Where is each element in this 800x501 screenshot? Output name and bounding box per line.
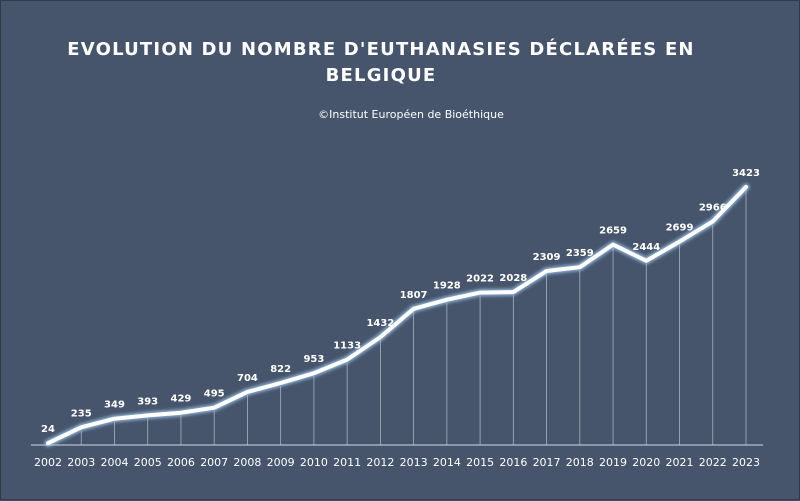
- data-label-2020: 2444: [632, 242, 660, 253]
- data-label-2009: 822: [270, 364, 291, 375]
- data-point-2009: [279, 381, 283, 385]
- data-label-2002: 24: [41, 424, 55, 435]
- data-label-2003: 235: [71, 408, 92, 419]
- data-label-2017: 2309: [533, 252, 561, 263]
- data-point-2016: [511, 290, 515, 294]
- data-label-2011: 1133: [333, 341, 361, 352]
- x-tick-2022: 2022: [699, 456, 727, 469]
- x-tick-2003: 2003: [67, 456, 95, 469]
- x-tick-2012: 2012: [366, 456, 394, 469]
- x-tick-2016: 2016: [499, 456, 527, 469]
- data-point-2015: [478, 291, 482, 295]
- data-label-2016: 2028: [499, 273, 527, 284]
- x-tick-2019: 2019: [599, 456, 627, 469]
- data-labels: 24 235 349 393 429 495 704 822 953 1133 1432 1807 19…: [41, 168, 760, 435]
- data-point-2005: [146, 413, 150, 417]
- data-point-2008: [245, 390, 249, 394]
- data-label-2010: 953: [303, 354, 324, 365]
- data-label-2021: 2699: [666, 223, 694, 234]
- data-point-2017: [545, 269, 549, 273]
- x-tick-2008: 2008: [233, 456, 261, 469]
- chart-title: EVOLUTION DU NOMBRE D'EUTHANASIES DÉCLAR…: [67, 39, 695, 86]
- data-label-2015: 2022: [466, 274, 494, 285]
- data-point-2019: [611, 243, 615, 247]
- x-tick-2002: 2002: [34, 456, 62, 469]
- x-tick-2018: 2018: [566, 456, 594, 469]
- data-point-2002: [46, 441, 50, 445]
- data-label-2012: 1432: [366, 318, 394, 329]
- x-tick-2020: 2020: [632, 456, 660, 469]
- data-point-2014: [445, 298, 449, 302]
- data-label-2022: 2966: [699, 202, 727, 213]
- x-tick-2023: 2023: [732, 456, 760, 469]
- series-group: [44, 183, 750, 447]
- data-point-2011: [345, 358, 349, 362]
- data-point-2013: [412, 307, 416, 311]
- x-tick-2013: 2013: [400, 456, 428, 469]
- x-tick-2004: 2004: [100, 456, 128, 469]
- data-label-2008: 704: [237, 373, 258, 384]
- x-tick-2011: 2011: [333, 456, 361, 469]
- data-label-2018: 2359: [566, 248, 594, 259]
- data-point-2004: [112, 417, 116, 421]
- data-point-2018: [578, 265, 582, 269]
- x-tick-2009: 2009: [267, 456, 295, 469]
- x-tick-2010: 2010: [300, 456, 328, 469]
- x-tick-2005: 2005: [134, 456, 162, 469]
- data-point-2023: [744, 185, 748, 189]
- drop-lines: [47, 190, 747, 447]
- data-point-2012: [378, 335, 382, 339]
- data-point-2003: [79, 425, 83, 429]
- data-label-2013: 1807: [400, 290, 428, 301]
- data-label-2004: 349: [104, 400, 125, 411]
- data-label-2007: 495: [204, 389, 225, 400]
- x-tick-2014: 2014: [433, 456, 461, 469]
- x-tick-labels: 2002 2003 2004 2005 2006 2007 2008 2009 2010 2011…: [34, 456, 760, 469]
- data-label-2006: 429: [171, 394, 192, 405]
- data-point-2020: [644, 259, 648, 263]
- data-point-2006: [179, 411, 183, 415]
- data-point-2010: [312, 371, 316, 375]
- data-point-2022: [711, 219, 715, 223]
- data-label-2005: 393: [137, 396, 158, 407]
- data-label-2014: 1928: [433, 281, 461, 292]
- x-tick-2006: 2006: [167, 456, 195, 469]
- x-tick-2015: 2015: [466, 456, 494, 469]
- series-line: [46, 185, 748, 446]
- x-tick-2007: 2007: [200, 456, 228, 469]
- x-tick-2017: 2017: [533, 456, 561, 469]
- data-point-2021: [678, 240, 682, 244]
- x-tick-2021: 2021: [666, 456, 694, 469]
- chart-subtitle: ©Institut Européen de Bioéthique: [318, 108, 504, 121]
- data-label-2023: 3423: [732, 168, 760, 179]
- data-point-2007: [212, 406, 216, 410]
- data-label-2019: 2659: [599, 226, 627, 237]
